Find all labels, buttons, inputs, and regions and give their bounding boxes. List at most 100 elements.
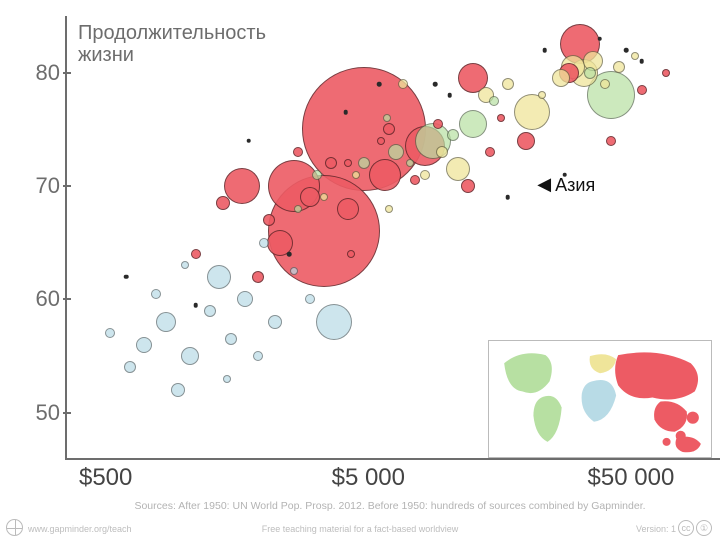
bubble-europe: [631, 52, 639, 60]
y-tick-mark: [63, 185, 71, 187]
bubble-africa: [136, 337, 152, 353]
bubble-asia: [216, 196, 230, 210]
bubble-chart: Продолжительностьжизни 50607080 $500$5 0…: [0, 0, 720, 540]
x-axis-line: [65, 458, 720, 460]
bubble-dot: [624, 48, 629, 53]
bubble-europe: [552, 69, 570, 87]
bubble-africa: [290, 267, 298, 275]
bubble-dot: [343, 110, 348, 115]
bubble-asia: [517, 132, 535, 150]
bubble-europe: [514, 94, 550, 130]
bubble-africa: [237, 291, 253, 307]
footer: Sources: After 1950: UN World Pop. Prosp…: [0, 496, 720, 540]
by-icon: ①: [696, 520, 712, 536]
bubble-asia: [637, 85, 647, 95]
bubble-dot: [433, 82, 438, 87]
footer-bar: www.gapminder.org/teach Free teaching ma…: [0, 516, 720, 540]
y-tick-label: 60: [30, 286, 60, 312]
cc-icon: cc: [678, 520, 694, 536]
bubble-europe: [398, 79, 408, 89]
bubble-asia: [325, 157, 337, 169]
x-tick-label: $50 000: [588, 464, 675, 492]
bubble-dot: [640, 59, 645, 64]
bubble-asia: [224, 168, 260, 204]
bubble-americas: [383, 114, 391, 122]
bubble-asia: [263, 214, 275, 226]
bubble-asia: [606, 136, 616, 146]
y-tick-label: 70: [30, 173, 60, 199]
sources-text: Sources: After 1950: UN World Pop. Prosp…: [80, 500, 700, 512]
bubble-europe: [436, 146, 448, 158]
bubble-dot: [447, 93, 452, 98]
bubble-africa: [156, 312, 176, 332]
bubble-asia: [252, 271, 264, 283]
bubble-africa: [223, 375, 231, 383]
region-label-asia: ◀Азия: [537, 175, 595, 196]
bubble-africa: [316, 304, 352, 340]
bubble-americas: [388, 144, 404, 160]
bubble-africa: [124, 361, 136, 373]
bubble-africa: [305, 294, 315, 304]
bubble-asia: [293, 147, 303, 157]
bubble-asia: [300, 187, 320, 207]
bubble-europe: [446, 157, 470, 181]
bubble-asia: [377, 137, 385, 145]
world-minimap: [488, 340, 712, 458]
footer-version: Version: 1: [636, 524, 676, 534]
bubble-asia: [485, 147, 495, 157]
y-tick-mark: [63, 412, 71, 414]
bubble-dot: [377, 82, 382, 87]
bubble-europe: [538, 91, 546, 99]
bubble-dot: [287, 252, 292, 257]
bubble-europe: [420, 170, 430, 180]
bubble-americas: [294, 205, 302, 213]
bubble-dot: [246, 138, 251, 143]
bubble-asia: [337, 198, 359, 220]
world-map-icon: [489, 341, 711, 457]
bubble-dot: [597, 36, 602, 41]
cc-icons: cc①: [676, 520, 712, 536]
bubble-americas: [459, 110, 487, 138]
y-tick-mark: [63, 72, 71, 74]
bubble-dot: [124, 274, 129, 279]
bubble-africa: [105, 328, 115, 338]
footer-tagline: Free teaching material for a fact-based …: [0, 524, 720, 534]
bubble-africa: [259, 238, 269, 248]
bubble-africa: [171, 383, 185, 397]
bubble-africa: [181, 261, 189, 269]
bubble-americas: [584, 67, 596, 79]
bubble-americas: [358, 157, 370, 169]
bubble-asia: [369, 159, 401, 191]
bubble-americas: [312, 170, 322, 180]
bubble-europe: [502, 78, 514, 90]
bubble-africa: [204, 305, 216, 317]
bubble-asia: [410, 175, 420, 185]
bubble-asia: [383, 123, 395, 135]
bubble-europe: [600, 79, 610, 89]
x-tick-label: $5 000: [332, 464, 405, 492]
y-tick-mark: [63, 298, 71, 300]
x-tick-label: $500: [79, 464, 132, 492]
bubble-asia: [662, 69, 670, 77]
bubble-africa: [268, 315, 282, 329]
bubble-africa: [151, 289, 161, 299]
bubble-dot: [506, 195, 511, 200]
bubble-asia: [191, 249, 201, 259]
bubble-europe: [320, 193, 328, 201]
bubble-dot: [193, 303, 198, 308]
y-tick-label: 80: [30, 60, 60, 86]
bubble-asia: [344, 159, 352, 167]
bubble-asia: [433, 119, 443, 129]
bubble-africa: [181, 347, 199, 365]
bubble-americas: [406, 159, 414, 167]
bubble-asia: [497, 114, 505, 122]
bubble-africa: [207, 265, 231, 289]
bubble-americas: [489, 96, 499, 106]
bubble-asia: [347, 250, 355, 258]
bubble-europe: [352, 171, 360, 179]
bubble-europe: [613, 61, 625, 73]
bubble-europe: [385, 205, 393, 213]
bubble-americas: [447, 129, 459, 141]
bubble-africa: [225, 333, 237, 345]
bubble-dot: [543, 48, 548, 53]
